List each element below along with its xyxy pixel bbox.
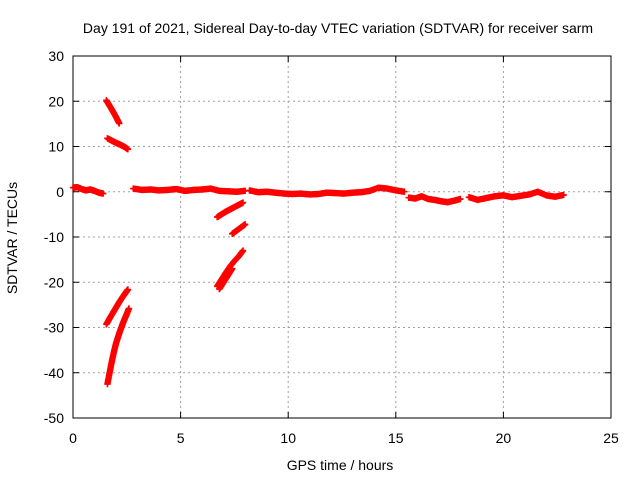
series-arc-03 — [104, 135, 132, 153]
y-tick-label: -50 — [44, 410, 64, 426]
x-tick-label: 5 — [177, 430, 185, 446]
y-tick-label: -30 — [44, 320, 64, 336]
y-tick-label: -40 — [44, 365, 64, 381]
series-arc-06 — [130, 185, 249, 195]
x-axis-label: GPS time / hours — [287, 457, 394, 473]
y-axis-label: SDTVAR / TECUs — [4, 182, 20, 294]
y-tick-label: 30 — [48, 48, 64, 64]
data-points — [69, 97, 567, 388]
data-point — [124, 146, 132, 153]
y-tick-label: -20 — [44, 274, 64, 290]
data-point — [457, 195, 464, 203]
data-point — [125, 305, 133, 312]
y-tick-label: 20 — [48, 93, 64, 109]
x-tick-label: 20 — [496, 430, 512, 446]
chart-title: Day 191 of 2021, Sidereal Day-to-day VTE… — [83, 20, 593, 36]
axes: 0 5 10 15 20 25 -50 -40 -30 -20 -10 0 10 20 30 — [44, 48, 619, 446]
x-tick-label: 0 — [69, 430, 77, 446]
series-arc-12 — [405, 193, 464, 206]
x-tick-label: 25 — [603, 430, 619, 446]
grid-lines — [73, 56, 611, 418]
x-tick-label: 10 — [280, 430, 296, 446]
data-point — [241, 221, 249, 228]
series-arc-08 — [229, 221, 249, 238]
data-point — [401, 188, 408, 195]
data-point — [229, 265, 236, 272]
series-arc-05 — [104, 305, 133, 388]
series-arc-11 — [246, 184, 408, 198]
y-tick-label: -10 — [44, 229, 64, 245]
y-tick-label: 0 — [56, 184, 64, 200]
series-arc-04 — [103, 286, 132, 328]
series-arc-02 — [103, 97, 123, 127]
series-arc-13 — [465, 188, 567, 204]
data-point — [239, 247, 247, 254]
data-point — [239, 199, 247, 206]
x-tick-label: 15 — [388, 430, 404, 446]
data-point — [99, 190, 107, 197]
series-arc-01 — [69, 184, 107, 197]
series-arc-07 — [213, 199, 247, 221]
data-point — [124, 286, 132, 293]
data-point — [116, 120, 123, 127]
series-arc-10 — [216, 265, 236, 293]
data-point — [560, 191, 567, 199]
y-tick-label: 10 — [48, 139, 64, 155]
